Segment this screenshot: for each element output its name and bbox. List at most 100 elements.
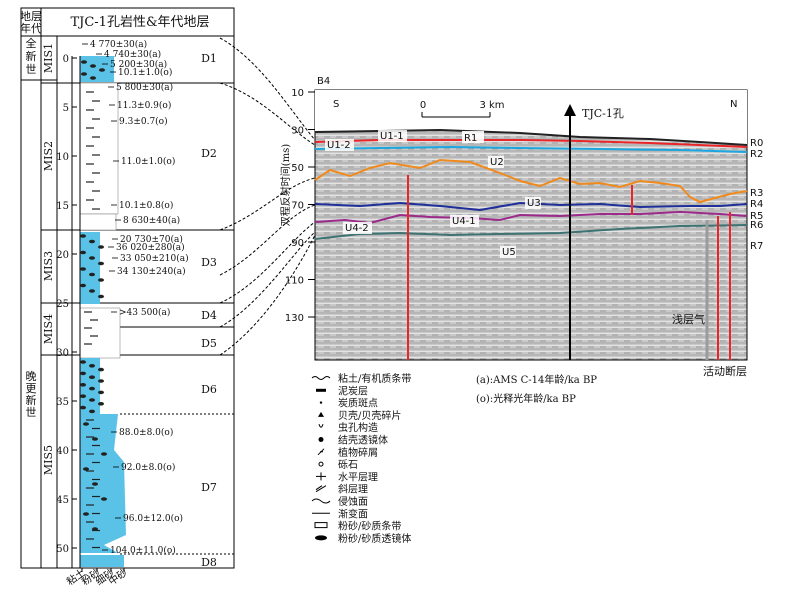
legend-item: 渐变面 — [312, 507, 368, 520]
y-tick-label: 50 — [291, 163, 304, 174]
depth-tick-label: 20 — [56, 250, 69, 261]
depth-tick-label: 0 — [63, 54, 69, 65]
age-label: 36 020±280(a) — [116, 242, 185, 253]
era-head-1: 地层 — [20, 10, 42, 23]
shallow-gas-label: 浅层气 — [672, 312, 705, 326]
legend-item: 粘土/有机质条带 — [311, 372, 411, 385]
age-note-osl: (o):光释光年龄/ka BP — [476, 392, 576, 405]
y-axis-label: 双程反射时间(ms) — [279, 144, 292, 227]
dir-north: N — [730, 99, 737, 110]
unit-label: D2 — [201, 147, 217, 160]
depth-tick-label: 30 — [56, 348, 69, 359]
age-label: 5 800±30(a) — [116, 82, 173, 93]
y-tick-label: 30 — [291, 126, 304, 137]
reflector-label: R4 — [750, 199, 763, 210]
dir-south: S — [333, 99, 339, 110]
legend-item: 水平层理 — [316, 471, 378, 483]
legend-label: 粉砂/砂质透镜体 — [338, 532, 411, 545]
mis-label: MIS4 — [42, 314, 55, 344]
seismic-unit-label: U3 — [527, 198, 541, 209]
age-label: 9.3±0.7(o) — [119, 116, 168, 127]
epoch-char: 晚 — [26, 370, 37, 383]
legend-label: 砾石 — [338, 458, 358, 471]
age-label: 11.3±0.9(o) — [117, 100, 171, 111]
depth-tick-label: 40 — [56, 446, 69, 457]
legend-item: 结壳透镜体 — [318, 434, 388, 447]
legend-label: 水平层理 — [338, 471, 378, 483]
y-tick-label: 70 — [291, 201, 304, 212]
legend-item: 侵蚀面 — [311, 495, 368, 508]
y-tick-label: 110 — [285, 276, 304, 287]
seismic-unit-label: U2 — [490, 157, 504, 168]
panel-id: B4 — [317, 76, 330, 87]
age-label: 8 630±40(a) — [123, 215, 180, 226]
epoch-char: 新 — [26, 49, 37, 63]
y-tick-label: 10 — [291, 88, 304, 99]
age-label: 104.0±11.0(o) — [110, 545, 176, 556]
lithology-column — [79, 56, 126, 568]
epoch-char: 新 — [26, 393, 37, 407]
seismic-unit-label: U4-1 — [452, 216, 476, 227]
age-label: 33 050±210(a) — [120, 253, 189, 264]
age-label: 4 770±30(a) — [90, 39, 147, 50]
age-label: 4 740±30(a) — [104, 49, 161, 60]
epoch-char: 世 — [26, 63, 37, 76]
legend-label: 渐变面 — [338, 507, 368, 520]
legend-item: 粉砂/砂质条带 — [314, 520, 401, 533]
legend-item: 炭质斑点 — [319, 397, 378, 410]
column-title: TJC-1孔岩性&年代地层 — [70, 15, 209, 30]
age-notes: (a):AMS C-14年龄/ka BP (o):光释光年龄/ka BP — [476, 373, 597, 405]
legend-item: 贝壳/贝壳碎片 — [318, 409, 401, 422]
age-label: 5 200±30(a) — [110, 59, 167, 70]
active-fault-label: 活动断层 — [703, 364, 747, 378]
unit-label: D8 — [201, 556, 217, 569]
mis-labels: MIS1 MIS2 MIS3 MIS4 MIS5 — [42, 43, 55, 475]
legend-item: 泥炭层 — [316, 384, 368, 397]
age-label: >43 500(a) — [119, 307, 170, 318]
age-labels: 4 770±30(a)4 740±30(a)5 200±30(a)10.1±1.… — [82, 39, 189, 556]
seismic-unit-label: U1-1 — [380, 131, 404, 142]
reflector-label: R3 — [750, 188, 763, 199]
reflector-label: R2 — [750, 149, 763, 160]
unit-label: D6 — [201, 383, 217, 396]
legend-item: 植物碎屑 — [317, 446, 378, 459]
scale-zero: 0 — [420, 100, 426, 111]
depth-tick-label: 50 — [56, 544, 69, 555]
y-tick-label: 90 — [291, 238, 304, 249]
mis-label: MIS1 — [42, 43, 55, 73]
reflector-label: R0 — [750, 138, 763, 149]
reflector-label: R7 — [750, 241, 763, 252]
reflector-label: R1 — [464, 133, 477, 144]
epoch-char: 更 — [26, 382, 37, 395]
mis-label: MIS5 — [42, 445, 55, 475]
unit-label: D7 — [201, 481, 217, 494]
depth-tick-label: 25 — [56, 299, 69, 310]
age-label: 92.0±8.0(o) — [121, 462, 175, 473]
legend-label: 贝壳/贝壳碎片 — [338, 409, 401, 422]
borehole-label: TJC-1孔 — [582, 107, 624, 120]
depth-axis: 0 5 10 15 20 25 30 35 40 45 50 — [56, 54, 77, 568]
legend-label: 结壳透镜体 — [338, 434, 388, 447]
age-label: 10.1±0.8(o) — [119, 200, 173, 211]
mis-label: MIS3 — [42, 251, 55, 281]
depth-tick-label: 15 — [56, 201, 69, 212]
correlation-lines — [219, 37, 316, 356]
depth-tick-label: 45 — [56, 495, 69, 506]
mis-label: MIS2 — [42, 141, 55, 171]
depth-tick-label: 5 — [63, 103, 69, 114]
legend-item: 粉砂/砂质透镜体 — [315, 532, 411, 545]
legend-label: 粘土/有机质条带 — [338, 372, 411, 385]
seismic-unit-label: U4-2 — [345, 223, 369, 234]
legend-item: 斜层理 — [315, 483, 368, 496]
depth-tick-label: 10 — [56, 152, 69, 163]
legend-item: 虫孔构造 — [318, 421, 378, 434]
seismic-unit-label: U1-2 — [327, 140, 351, 151]
age-label: 20 730±70(a) — [120, 234, 183, 245]
legend-label: 粉砂/砂质条带 — [338, 520, 401, 533]
age-label: 88.0±8.0(o) — [119, 427, 173, 438]
unit-label: D5 — [201, 337, 217, 350]
era-head-2: 年代 — [20, 21, 42, 35]
unit-label: D1 — [201, 52, 217, 65]
legend-label: 炭质斑点 — [338, 397, 378, 410]
